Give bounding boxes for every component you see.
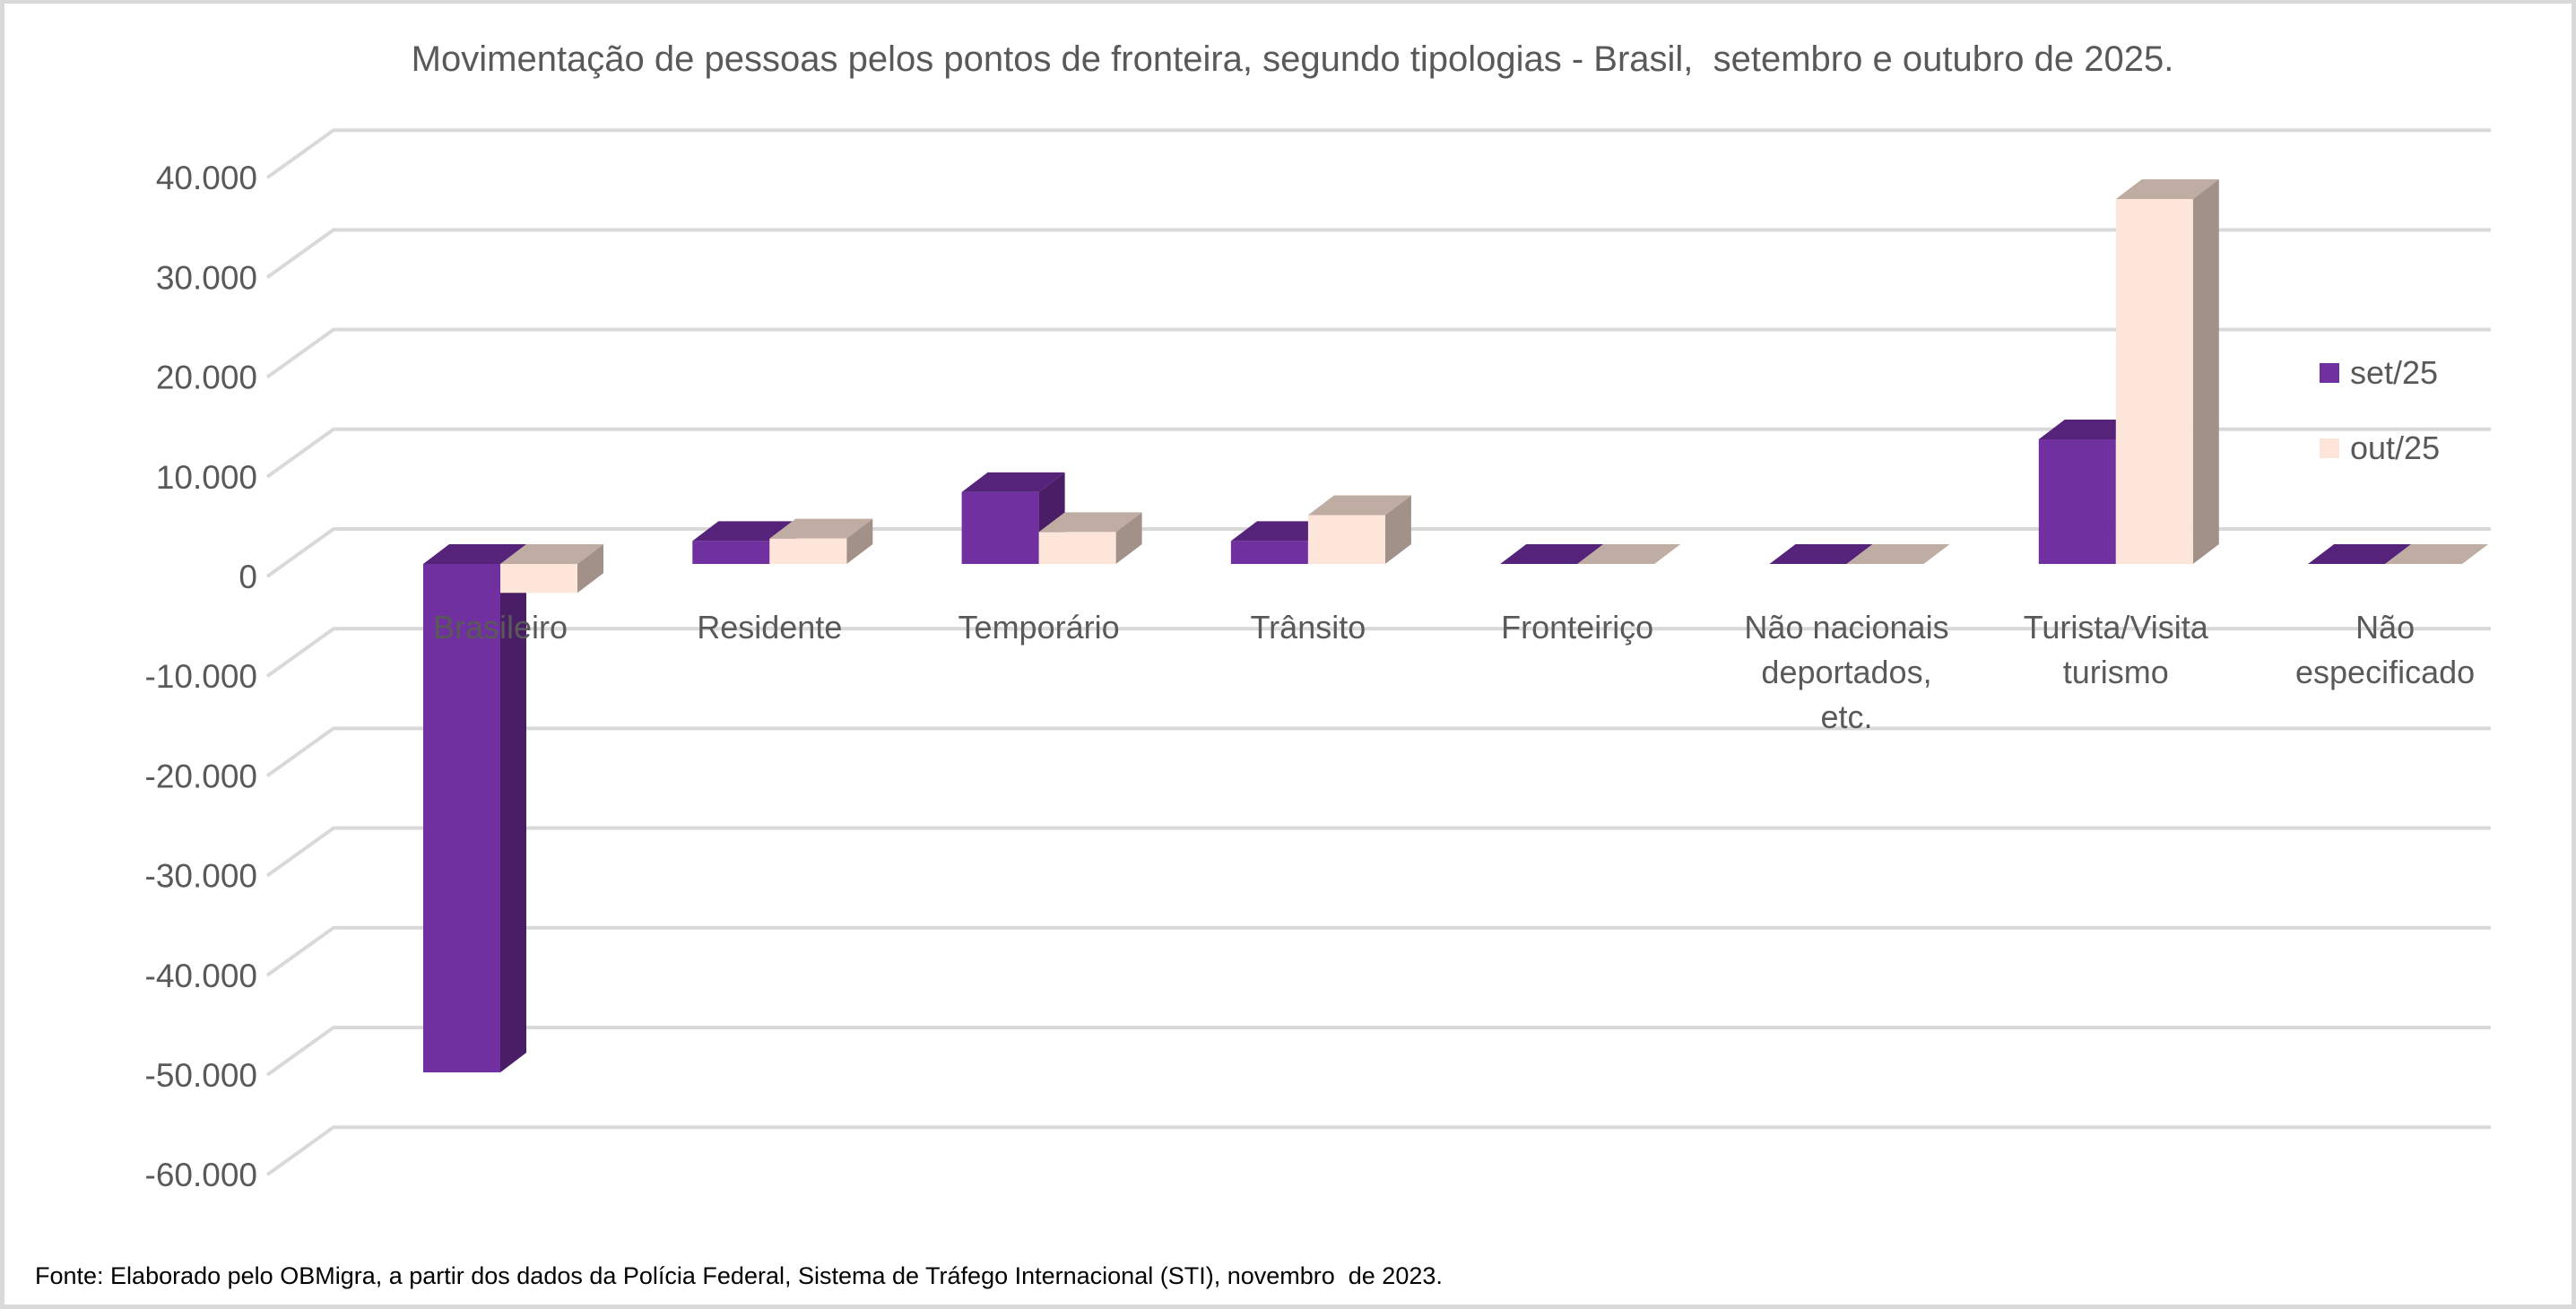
bar-front [1230,541,1308,564]
bar-top [500,544,603,564]
bar-front [961,491,1039,564]
bar-side [1115,512,1142,564]
bar-series [423,179,2489,1073]
bar-top [769,518,873,539]
plot-area: 40.000 30.000 20.000 10.000 0 -10.000 -20.000 -… [145,128,2491,1193]
gridline [265,228,2491,280]
legend-label-out25: out/25 [2350,429,2441,466]
y-tick-label: -40.000 [145,958,258,994]
source-note: Fonte: Elaborado pelo OBMigra, a partir … [35,1262,1443,1289]
legend-swatch-out25 [2320,438,2339,458]
y-tick-label: -10.000 [145,658,258,695]
bar-group [1230,495,1411,564]
y-tick-label: 20.000 [156,360,257,396]
bar-group [1500,544,1681,564]
bar-side [500,544,526,1073]
bar-top [423,544,526,564]
bar-front [692,541,770,564]
bar-front [2038,439,2116,564]
y-tick-label: -30.000 [145,858,258,895]
bar-side [2192,179,2219,564]
legend-label-set25: set/25 [2350,354,2439,391]
x-axis-labels: Brasileiro Residente Temporário Trânsito Fro… [433,609,2475,735]
legend: set/25 out/25 [2320,335,2440,486]
gridline [265,1026,2491,1077]
bar-group [423,544,603,1073]
x-category-label: Não especificado [2295,609,2475,690]
gridlines [265,128,2491,1176]
y-axis-labels: 40.000 30.000 20.000 10.000 0 -10.000 -20.000 -… [145,160,258,1193]
gridline [265,925,2491,977]
legend-swatch-set25 [2320,363,2339,383]
y-tick-label: 10.000 [156,459,257,496]
bar-top [1577,544,1681,564]
bar-top [1038,512,1142,533]
bar-group [692,518,873,564]
bar-front [2115,199,2193,564]
gridline [265,527,2491,578]
bar-top [1769,544,1873,564]
y-tick-label: -20.000 [145,758,258,794]
chart-title: Movimentação de pessoas pelos pontos de … [411,39,2174,79]
y-tick-label: 0 [239,559,257,595]
x-category-label: Residente [697,609,842,646]
x-category-label: Brasileiro [433,609,568,646]
bar-front [500,564,577,594]
bar-top [692,521,796,542]
y-tick-label: 30.000 [156,259,257,296]
gridline [265,327,2491,379]
bar-group [1769,544,1950,564]
bar-front [423,564,500,1073]
bar-front [769,538,847,564]
bar-top [2115,179,2219,200]
bar-top [1846,544,1950,564]
x-category-label: Trânsito [1251,609,1366,646]
gridline [265,1125,2491,1176]
x-category-label: Fronteiriço [1501,609,1653,646]
bar-side [1384,495,1411,564]
bar-top [1500,544,1604,564]
bar-side [846,518,873,564]
bar-top [2308,544,2412,564]
bar-front [1307,515,1385,564]
gridline [265,128,2491,179]
bar-group [961,472,1142,564]
bar-group [2308,544,2489,564]
gridline [265,627,2491,678]
x-category-label: Turista/Visita turismo [2024,609,2209,690]
y-tick-label: 40.000 [156,160,257,196]
bar-side [577,544,603,594]
bar-top [1307,495,1411,516]
gridline [265,826,2491,878]
y-tick-label: -60.000 [145,1157,258,1193]
x-category-label: Temporário [958,609,1120,646]
y-tick-label: -50.000 [145,1057,258,1094]
bar-group [2038,179,2219,564]
gridline [265,427,2491,479]
bar-top [2385,544,2489,564]
bar-top [961,472,1065,492]
bar-front [1038,532,1116,564]
x-category-label: Não nacionais deportados, etc. [1744,609,1948,735]
legend-item-out25: out/25 [2320,411,2440,486]
legend-item-set25: set/25 [2320,335,2440,411]
gridline [265,726,2491,778]
